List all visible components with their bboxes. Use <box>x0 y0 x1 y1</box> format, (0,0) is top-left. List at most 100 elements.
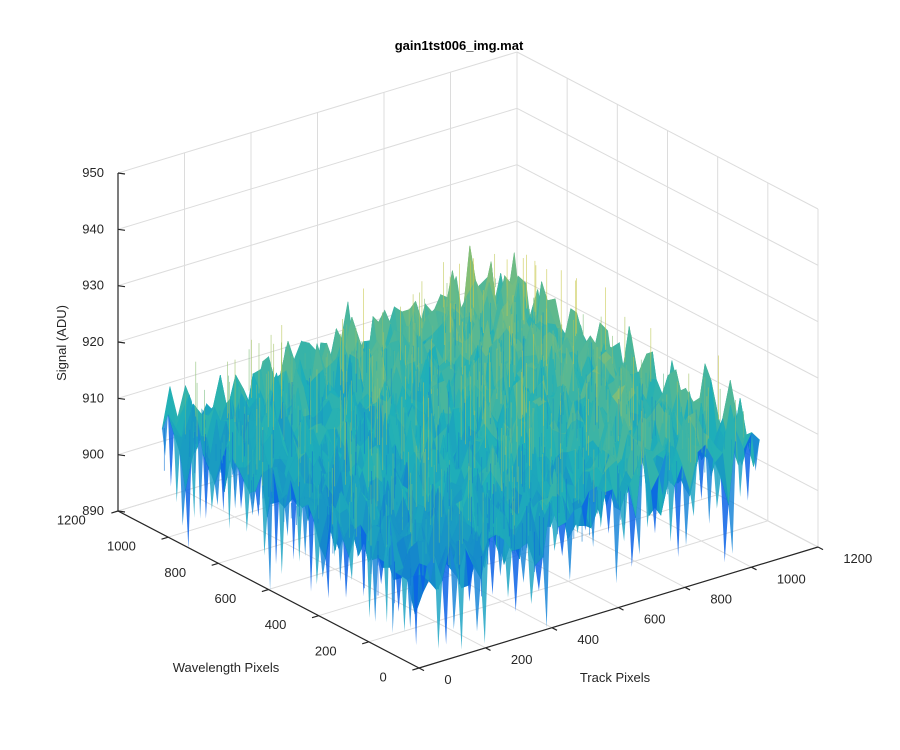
grid-line-sidewall-z <box>516 220 819 379</box>
surface-skirt-y <box>319 546 326 578</box>
surface-skirt-y <box>296 501 303 562</box>
y-axis-label: Wavelength Pixels <box>173 660 280 675</box>
surface-skirt-x <box>442 545 450 645</box>
surface-skirt-y <box>191 419 198 518</box>
grid-line-floor-y <box>368 520 768 643</box>
surface-skirt-y <box>278 501 285 575</box>
y-tick-mark <box>261 588 269 593</box>
surface-skirt-y <box>255 474 262 517</box>
surface-skirt-x <box>744 432 752 501</box>
y-tick-mark <box>311 615 319 619</box>
x-tick-mark <box>751 566 757 571</box>
surface-skirt-y <box>249 491 256 516</box>
surface-skirt-x <box>666 450 675 542</box>
surface-skirt-y <box>302 504 309 557</box>
surface-skirt-x <box>504 539 512 598</box>
surface-skirt-y <box>214 462 221 506</box>
surface-skirt-x <box>527 542 536 605</box>
x-tick-mark <box>817 546 824 551</box>
surface-skirt-y <box>413 563 419 646</box>
x-tick-mark <box>485 647 491 651</box>
surface-skirt-x <box>627 485 636 568</box>
surface-skirt-x <box>581 490 590 531</box>
z-axis-label: Signal (ADU) <box>54 305 69 381</box>
surface-skirt-x <box>550 503 559 552</box>
x-tick-label: 1000 <box>777 571 806 586</box>
z-tick-mark <box>117 172 126 175</box>
surface-skirt-y <box>185 461 192 549</box>
surface-skirt-x <box>488 534 497 595</box>
surface-skirt-y <box>348 529 355 581</box>
surface-skirt-y <box>290 480 297 560</box>
y-tick-label: 200 <box>315 643 337 658</box>
surface-skirt-y <box>243 480 250 532</box>
surface-skirt-x <box>426 555 435 583</box>
surface-skirt-x <box>643 440 652 528</box>
y-tick-label: 0 <box>380 670 387 685</box>
surface-skirt-x <box>751 432 760 472</box>
x-tick-label: 0 <box>444 672 451 687</box>
surface-skirt-x <box>658 450 667 496</box>
surface-skirt-y <box>378 557 384 585</box>
surface-skirt-y <box>179 452 186 526</box>
surface-skirt-y <box>232 458 238 509</box>
surface-skirt-x <box>697 444 706 500</box>
y-tick-label: 1200 <box>57 513 86 528</box>
surface-skirt-x <box>535 557 543 591</box>
x-tick-mark <box>418 667 425 672</box>
surface-skirt-x <box>589 486 597 548</box>
surface-skirt-x <box>473 565 481 632</box>
surface-skirt-x <box>604 489 613 534</box>
y-tick-label: 800 <box>164 565 186 580</box>
y-tick-mark <box>161 536 169 540</box>
z-tick-label: 920 <box>82 334 104 349</box>
grid-line-sidewall-z <box>516 276 819 435</box>
x-tick-mark <box>551 627 558 631</box>
y-tick-mark <box>111 510 119 514</box>
x-tick-label: 800 <box>710 591 732 606</box>
x-axis-label: Track Pixels <box>580 670 651 685</box>
y-tick-mark <box>362 641 370 645</box>
surface-skirt-x <box>705 444 714 524</box>
surface-skirt-x <box>597 486 605 528</box>
grid-line-backwall-z <box>117 51 518 174</box>
surface-skirt-y <box>337 519 344 582</box>
surface-skirt-x <box>511 548 520 612</box>
surface-skirt-y <box>284 480 291 537</box>
grid-line-backwall-z <box>117 164 518 287</box>
z-tick-mark <box>117 341 126 344</box>
z-tick-label: 940 <box>82 221 104 236</box>
z-tick-label: 950 <box>82 165 104 180</box>
surface-skirt-y <box>343 540 349 598</box>
x-tick-label: 1200 <box>843 551 872 566</box>
x-tick-mark <box>684 586 691 591</box>
grid-line-backwall-z <box>117 220 518 343</box>
z-tick-mark <box>117 285 126 288</box>
surface-skirt-y <box>313 520 320 585</box>
surface-skirt-x <box>651 475 659 534</box>
x-tick-label: 200 <box>511 652 533 667</box>
y-tick-label: 1000 <box>107 539 136 554</box>
surface-skirt-y <box>168 414 174 487</box>
z-tick-mark <box>117 228 126 231</box>
surface-skirt-y <box>208 467 215 510</box>
surface-skirt-x <box>612 489 621 584</box>
surface-skirt-y <box>372 557 379 622</box>
surface-skirt-y <box>395 572 402 612</box>
z-tick-label: 910 <box>82 390 104 405</box>
surface-skirt-y <box>401 576 408 632</box>
grid-line-sidewall-z <box>516 164 819 323</box>
surface-skirt-y <box>162 414 168 456</box>
surface-skirt-x <box>566 510 574 581</box>
z-tick-label: 930 <box>82 278 104 293</box>
surface-skirt-y <box>173 433 180 503</box>
surface-skirt-y <box>197 419 203 519</box>
surface-skirt-x <box>558 522 566 557</box>
surface-skirt-x <box>419 563 427 594</box>
surface-skirt-x <box>519 542 528 583</box>
surface-skirt-x <box>728 430 737 554</box>
axes-layer: 0 200 400 600 800 1000 1200 0 200 400 600 800 1000 12… <box>57 165 872 687</box>
z-tick-label: 900 <box>82 447 104 462</box>
surface-skirt-y <box>226 446 233 530</box>
surface-skirt-x <box>720 477 729 563</box>
